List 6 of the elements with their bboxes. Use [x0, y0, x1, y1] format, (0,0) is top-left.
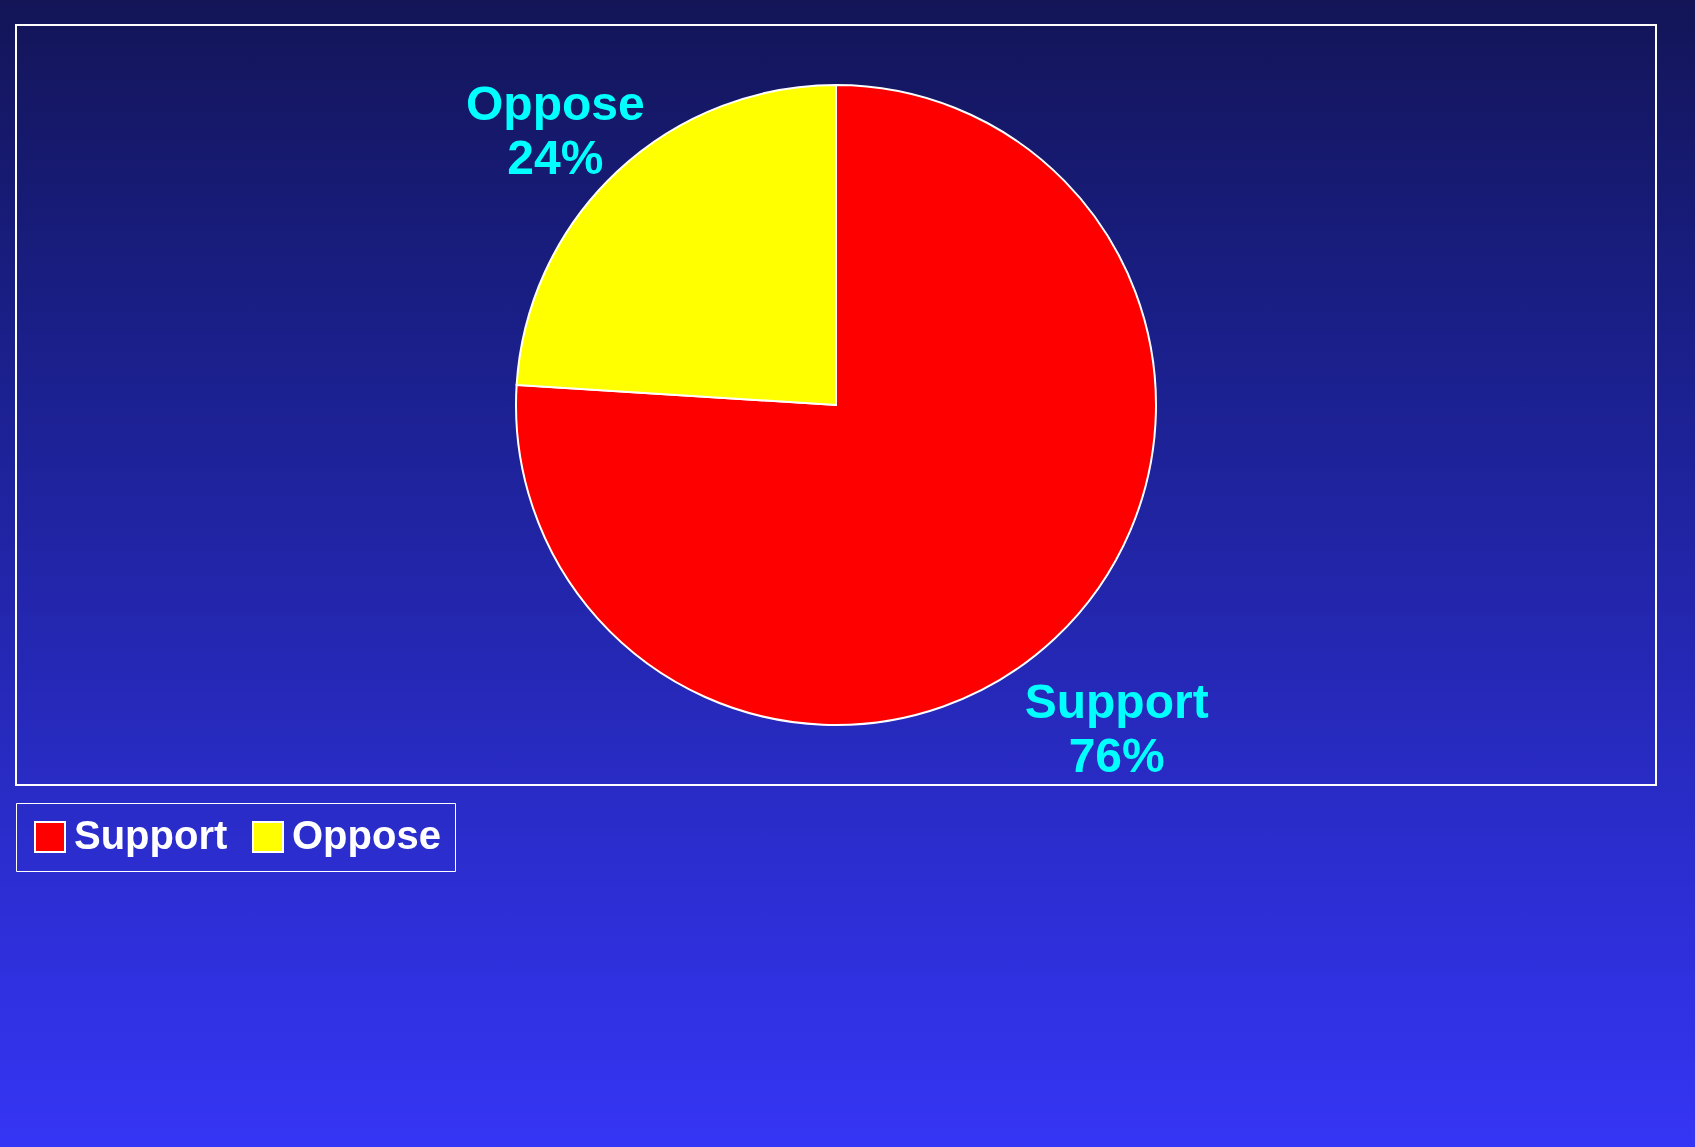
data-label: 76%	[1068, 728, 1165, 782]
data-label: 24%	[507, 131, 604, 185]
legend-label: Support	[74, 813, 228, 857]
legend-label: Oppose	[292, 813, 441, 857]
slice-label: Oppose	[465, 77, 645, 131]
slice-label: Support	[1024, 674, 1209, 728]
